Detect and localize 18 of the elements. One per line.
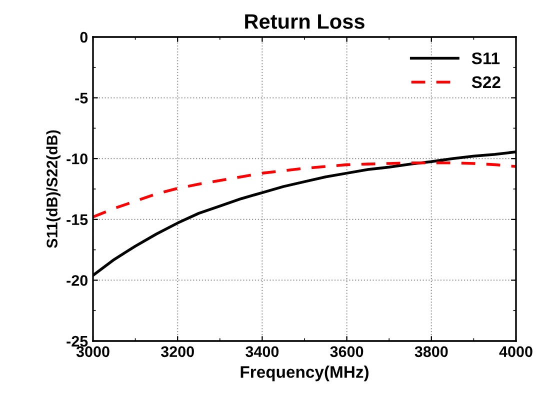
x-tick-label: 3000 (76, 346, 110, 358)
chart-title: Return Loss (245, 14, 364, 29)
x-axis-title: Frequency(MHz) (240, 366, 368, 382)
y-tick-label: -5 (75, 92, 88, 104)
x-tick-label: 4000 (499, 346, 532, 358)
x-tick-label: 3800 (414, 346, 448, 358)
y-tick-label: -10 (66, 153, 88, 164)
y-axis-title: S11(dB)/S22(dB) (46, 130, 61, 248)
legend-label: S22 (472, 76, 500, 88)
y-tick-label: 0 (80, 32, 88, 43)
y-tick-label: -15 (66, 214, 88, 226)
y-tick-label: -25 (66, 336, 88, 347)
x-tick-label: 3400 (246, 346, 279, 358)
line-series (93, 161, 516, 218)
y-tick-label: -20 (66, 275, 88, 286)
x-tick-label: 3200 (160, 346, 194, 358)
x-tick-label: 3600 (330, 346, 364, 358)
legend-label: S11 (472, 52, 500, 64)
